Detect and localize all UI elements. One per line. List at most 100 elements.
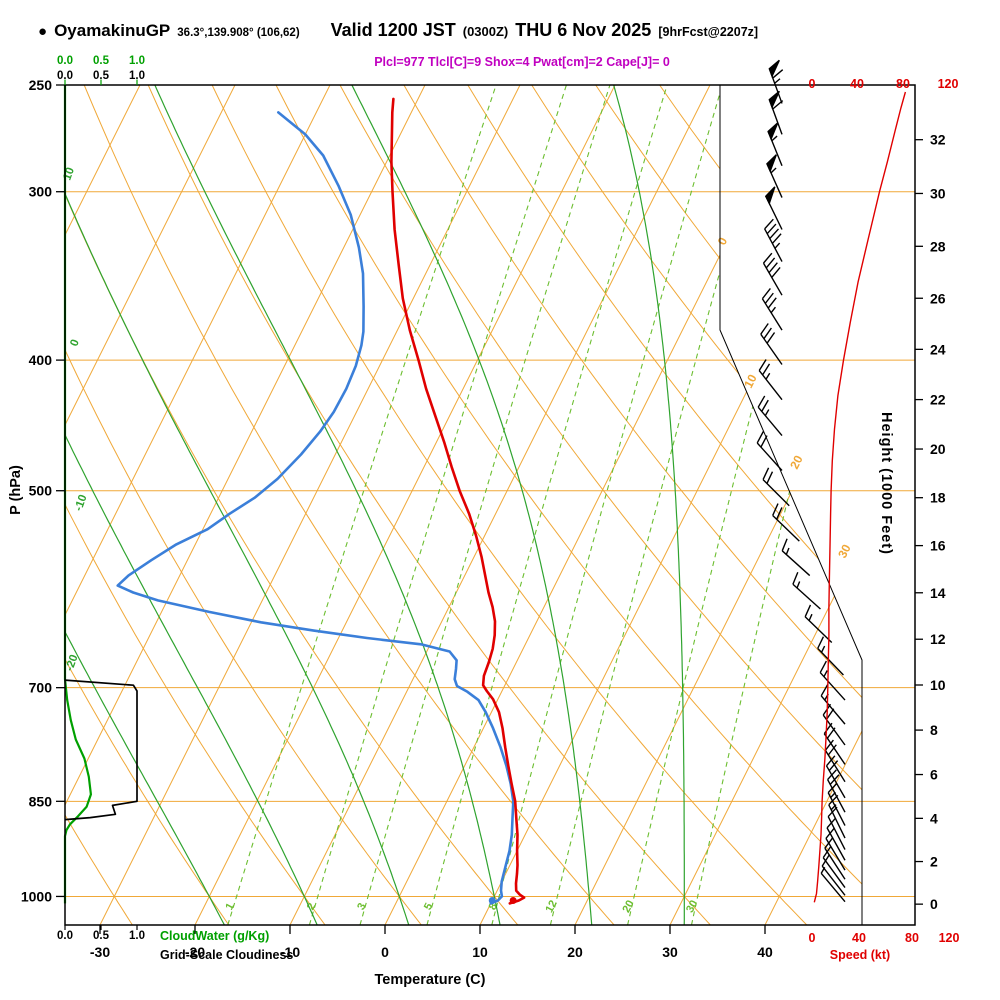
svg-text:-10: -10 [73, 493, 90, 513]
svg-text:0: 0 [809, 77, 816, 91]
svg-text:120: 120 [938, 77, 959, 91]
svg-text:1: 1 [223, 901, 236, 912]
svg-text:1.0: 1.0 [129, 70, 145, 82]
cloud-scale: 0.0 0.0 0.0 0.5 0.5 0.5 1.0 1.0 1.0 [57, 55, 145, 942]
svg-text:30: 30 [835, 542, 854, 561]
station-name: OyamakinuGP [54, 21, 171, 40]
svg-text:0.0: 0.0 [57, 70, 73, 82]
svg-text:1.0: 1.0 [129, 55, 145, 67]
valid-time: Valid 1200 JST [330, 20, 456, 40]
svg-text:0.5: 0.5 [93, 55, 110, 67]
svg-text:80: 80 [905, 931, 919, 945]
svg-text:0: 0 [930, 896, 938, 912]
svg-text:850: 850 [29, 793, 53, 809]
plot-border [64, 84, 916, 926]
skew-boundary [719, 85, 863, 925]
svg-text:2: 2 [930, 854, 938, 870]
station-coords: 36.3°,139.908° (106,62) [177, 27, 300, 39]
forecast-tag: [9hrFcst@2207z] [658, 25, 759, 39]
surface-dots [488, 897, 517, 905]
mixing-ratio-labels: 1 2 3 5 8 12 20 30 [223, 898, 700, 914]
svg-text:10: 10 [930, 677, 946, 693]
svg-text:30: 30 [662, 944, 678, 960]
stability-params: Plcl=977 Tlcl[C]=9 Shox=4 Pwat[cm]=2 Cap… [374, 55, 670, 69]
speed-curve [813, 91, 907, 903]
svg-text:12: 12 [930, 631, 946, 647]
valid-z: (0300Z) [462, 24, 509, 39]
svg-text:40: 40 [852, 931, 866, 945]
svg-text:26: 26 [930, 290, 946, 306]
svg-text:10: 10 [61, 166, 77, 182]
isotherm-grid [65, 85, 862, 925]
svg-text:20: 20 [787, 453, 806, 472]
svg-text:14: 14 [930, 585, 946, 601]
svg-text:20: 20 [620, 898, 636, 914]
svg-text:5: 5 [422, 901, 435, 912]
svg-text:0.0: 0.0 [57, 930, 73, 942]
pressure-axis-label: P (hPa) [8, 465, 24, 515]
svg-text:10: 10 [741, 372, 760, 391]
temperature-curve [390, 97, 526, 905]
page-title: ● OyamakinuGP 36.3°,139.908° (106,62) Va… [38, 20, 758, 41]
cloudiness-curve [64, 679, 138, 821]
svg-text:32: 32 [930, 132, 946, 148]
svg-text:40: 40 [850, 77, 864, 91]
svg-text:30: 30 [930, 185, 946, 201]
svg-text:8: 8 [930, 722, 938, 738]
svg-text:20: 20 [567, 944, 583, 960]
svg-text:18: 18 [930, 490, 946, 506]
pressure-axis: 250 300 400 500 700 850 1000 [21, 77, 65, 904]
svg-text:0: 0 [809, 931, 816, 945]
svg-text:0: 0 [68, 338, 81, 348]
svg-text:-30: -30 [90, 944, 110, 960]
temperature-axis-label: Temperature (C) [374, 972, 486, 988]
svg-text:0.5: 0.5 [93, 930, 110, 942]
svg-text:40: 40 [757, 944, 773, 960]
svg-text:20: 20 [930, 441, 946, 457]
dewpoint-curve [116, 111, 515, 905]
svg-text:120: 120 [939, 931, 960, 945]
svg-text:30: 30 [684, 898, 700, 914]
cloudwater-curve [63, 85, 92, 904]
valid-date: THU 6 Nov 2025 [515, 20, 652, 40]
pressure-gridlines [65, 191, 915, 897]
svg-text:0.5: 0.5 [93, 70, 110, 82]
svg-text:-10: -10 [280, 944, 300, 960]
station-bullet: ● [38, 23, 48, 40]
svg-text:700: 700 [29, 680, 53, 696]
svg-text:80: 80 [896, 77, 910, 91]
svg-text:400: 400 [29, 352, 53, 368]
temperature-axis: -30 -20 -10 0 10 20 30 40 [90, 925, 773, 960]
svg-text:250: 250 [29, 77, 53, 93]
svg-text:8: 8 [487, 901, 500, 912]
speed-axis-label: Speed (kt) [829, 948, 891, 962]
moist-adiabats [65, 85, 685, 925]
svg-text:24: 24 [930, 341, 946, 357]
svg-text:28: 28 [930, 238, 946, 254]
wind-barbs [756, 59, 846, 903]
svg-text:500: 500 [29, 483, 53, 499]
cloudwater-label: CloudWater (g/Kg) [160, 929, 270, 943]
svg-text:0.0: 0.0 [57, 55, 73, 67]
svg-text:-20: -20 [185, 944, 205, 960]
svg-text:10: 10 [472, 944, 488, 960]
svg-text:4: 4 [930, 810, 938, 826]
svg-text:22: 22 [930, 392, 946, 408]
cloudiness-label: Grid-Scale Cloudiness [160, 948, 294, 962]
svg-text:300: 300 [29, 184, 53, 200]
svg-text:0: 0 [715, 235, 731, 248]
svg-text:1000: 1000 [21, 888, 52, 904]
svg-text:6: 6 [930, 767, 938, 783]
svg-text:12: 12 [543, 898, 559, 914]
svg-text:3: 3 [355, 901, 368, 912]
svg-text:0: 0 [381, 944, 389, 960]
svg-text:16: 16 [930, 538, 946, 554]
svg-text:-20: -20 [64, 653, 81, 673]
height-axis-label: Height (1000 Feet) [878, 412, 894, 555]
svg-text:1.0: 1.0 [129, 930, 145, 942]
svg-text:2: 2 [305, 901, 318, 912]
